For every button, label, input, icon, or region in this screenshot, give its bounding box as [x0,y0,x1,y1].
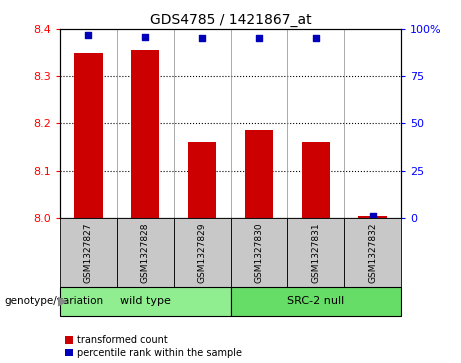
Text: GSM1327831: GSM1327831 [311,222,320,283]
Text: genotype/variation: genotype/variation [5,296,104,306]
Title: GDS4785 / 1421867_at: GDS4785 / 1421867_at [150,13,311,26]
Bar [117,218,174,287]
Bar [230,287,401,316]
Bar [230,218,287,287]
Point [312,36,319,41]
Point [369,213,376,219]
Point [142,34,149,40]
Bar [60,287,230,316]
Point [198,36,206,41]
Text: GSM1327829: GSM1327829 [198,222,207,282]
Point [85,32,92,38]
Text: ▶: ▶ [58,295,67,308]
Bar [74,53,102,218]
Bar [344,218,401,287]
Text: GSM1327830: GSM1327830 [254,222,263,283]
Text: SRC-2 null: SRC-2 null [287,296,344,306]
Text: GSM1327832: GSM1327832 [368,222,377,282]
Bar [301,142,330,218]
Bar [60,218,117,287]
Legend: transformed count, percentile rank within the sample: transformed count, percentile rank withi… [65,335,242,358]
Text: GSM1327827: GSM1327827 [84,222,93,282]
Point [255,36,263,41]
Bar [188,142,216,218]
Text: wild type: wild type [120,296,171,306]
Bar [131,50,160,218]
Bar [358,216,387,218]
Text: GSM1327828: GSM1327828 [141,222,150,282]
Bar [245,131,273,218]
Bar [174,218,230,287]
Bar [287,218,344,287]
